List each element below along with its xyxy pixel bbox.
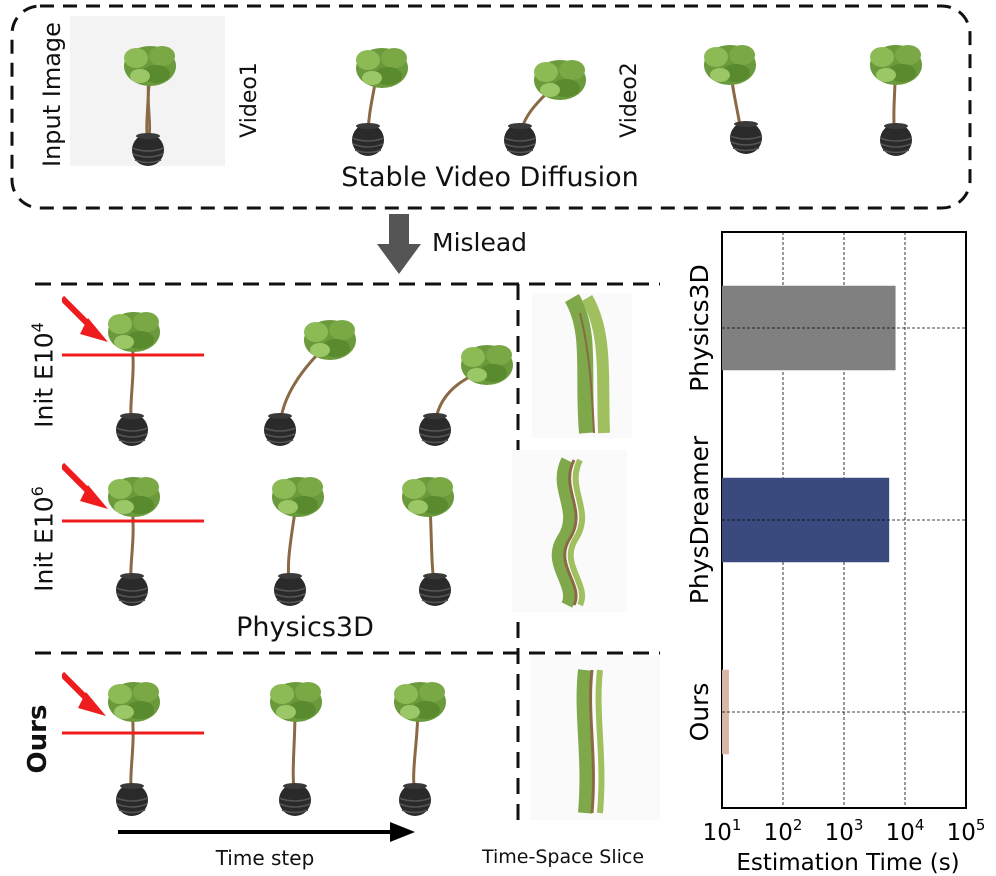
video2-frame2: [870, 45, 922, 157]
estimation-time-chart: Physics3D PhysDreamer Ours 101 102 103 104 105 E…: [685, 231, 986, 876]
row2-frame1: [62, 462, 204, 607]
row1-frame1: [62, 295, 204, 447]
x-tick-label: 102: [764, 816, 803, 846]
video1-frame1: [351, 48, 408, 157]
plant-image: [124, 46, 176, 167]
x-tick-label: 103: [825, 816, 864, 846]
x-tick-label: 105: [947, 816, 986, 846]
video2-frame1: [704, 45, 763, 155]
x-tick-label: 104: [886, 816, 925, 846]
top-dashed-frame: [10, 4, 972, 210]
stable-video-diffusion-caption: Stable Video Diffusion: [341, 162, 639, 193]
input-image-label: Input Image: [38, 22, 66, 167]
x-axis-label: Estimation Time (s): [736, 850, 959, 876]
row2-slice: [512, 450, 627, 612]
ours-frame2: [270, 682, 322, 817]
row2-label: Init E106: [28, 486, 59, 592]
ours-row-label: Ours: [23, 704, 53, 774]
time-step-arrow: [118, 822, 415, 842]
video1-label: Video1: [237, 62, 262, 138]
force-arrow-icon: [62, 295, 108, 342]
time-step-label: Time step: [215, 846, 315, 870]
ours-slice: [530, 655, 660, 820]
category-label: Physics3D: [685, 264, 714, 392]
row1-label: Init E104: [28, 322, 59, 428]
video2-label: Video2: [617, 62, 642, 138]
force-arrow-icon: [62, 462, 108, 509]
row1-slice: [532, 293, 632, 438]
mislead-label: Mislead: [432, 228, 528, 257]
row1-frame3: [418, 345, 513, 447]
category-label: Ours: [685, 683, 714, 742]
physics3d-group-caption: Physics3D: [236, 612, 374, 643]
row2-frame2: [272, 477, 324, 607]
force-arrow-icon: [62, 671, 106, 716]
video1-frame2: [503, 60, 586, 157]
input-image: [70, 16, 225, 167]
x-tick-label: 101: [703, 816, 742, 846]
bar-ours: [722, 669, 729, 755]
row2-frame3: [402, 477, 454, 607]
ours-frame1: [62, 671, 204, 817]
mislead-arrow: [377, 214, 421, 274]
ours-frame3: [394, 682, 446, 817]
category-label: PhysDreamer: [685, 435, 714, 604]
time-space-slice-label: Time-Space Slice: [481, 846, 645, 868]
row1-frame2: [263, 320, 356, 447]
